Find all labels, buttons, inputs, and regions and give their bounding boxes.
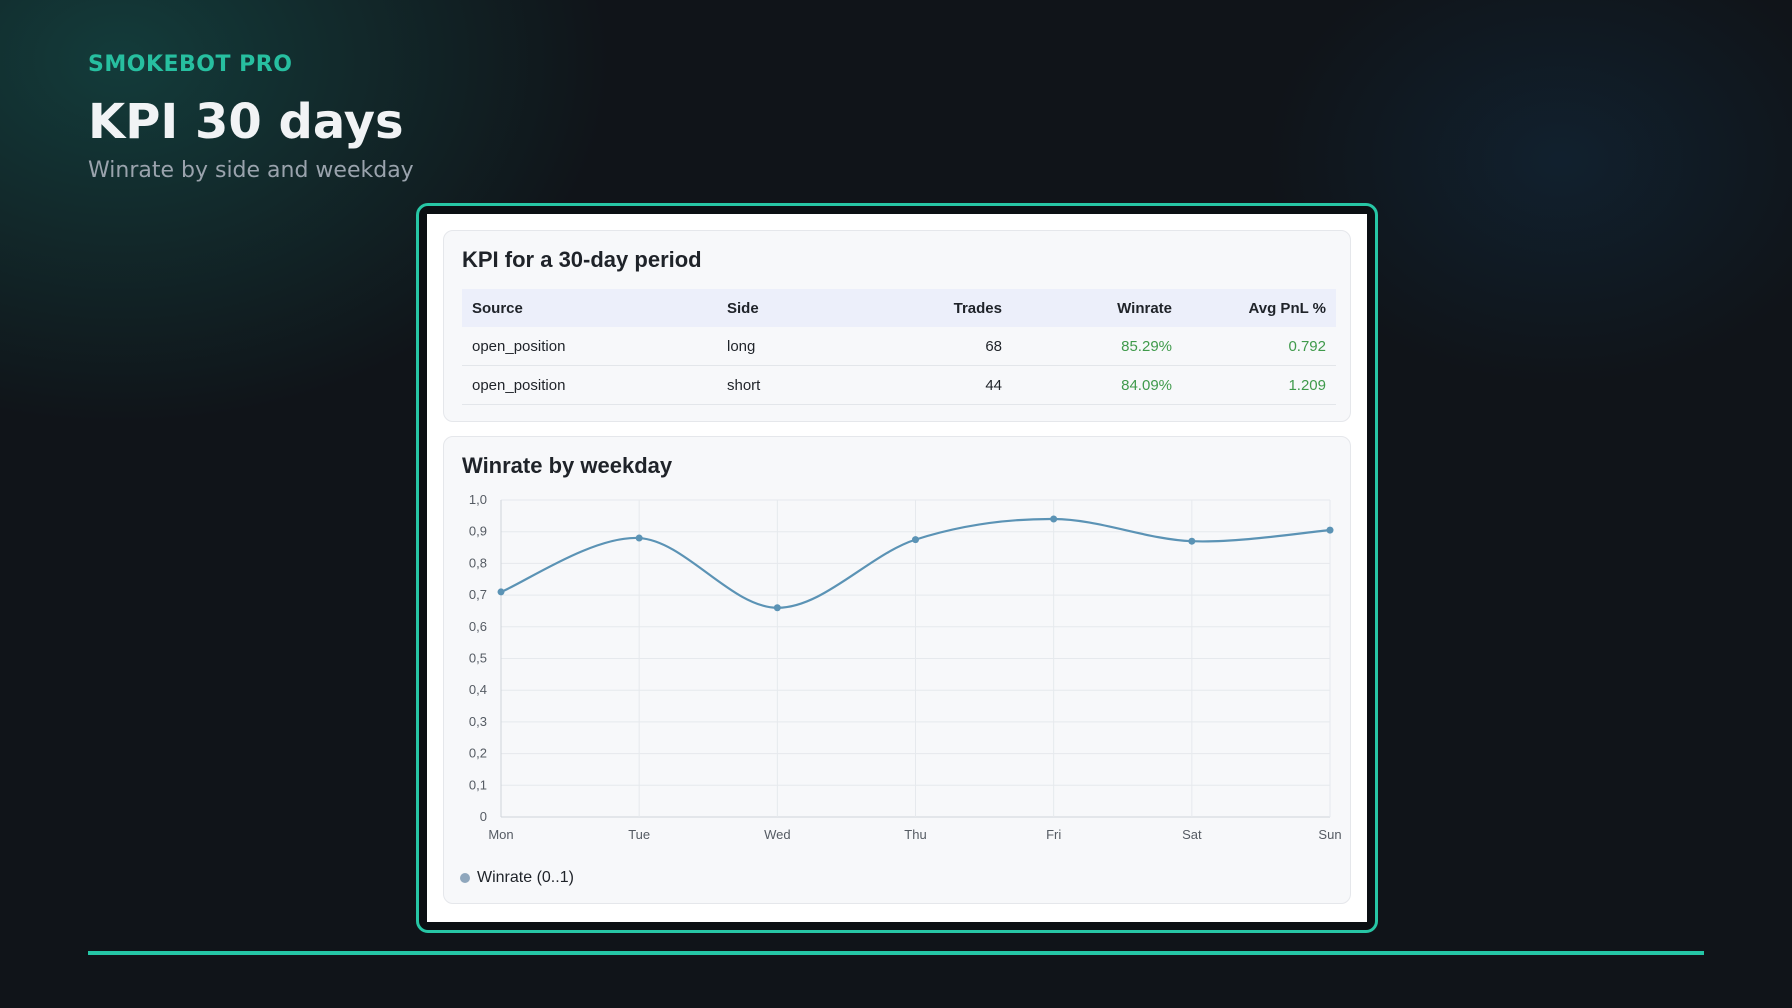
col-avg-pnl: Avg PnL %	[1182, 289, 1336, 327]
cell-side: long	[717, 327, 857, 366]
page-title: KPI 30 days	[88, 94, 404, 150]
y-tick-label: 0,4	[469, 682, 487, 697]
chart-legend[interactable]: Winrate (0..1)	[460, 869, 574, 887]
data-point	[635, 534, 643, 542]
kpi-table-header: Source Side Trades Winrate Avg PnL %	[462, 289, 1336, 327]
legend-dot-icon	[460, 873, 470, 883]
cell-winrate: 85.29%	[1012, 327, 1182, 366]
y-tick-label: 0	[480, 809, 487, 824]
y-tick-label: 1,0	[469, 492, 487, 507]
data-point	[1050, 515, 1058, 523]
col-trades: Trades	[857, 289, 1012, 327]
screenshot-screen: KPI for a 30-day period Source Side Trad…	[427, 214, 1367, 922]
kpi-card-title: KPI for a 30-day period	[462, 247, 702, 272]
col-source: Source	[462, 289, 717, 327]
chart-card: Winrate by weekday 0 0,1 0,2 0,3 0,4 0,5 0,6 0,…	[443, 436, 1351, 904]
y-tick-label: 0,1	[469, 777, 487, 792]
y-tick-label: 0,3	[469, 714, 487, 729]
cell-avg-pnl: 0.792	[1182, 327, 1336, 366]
x-tick-label: Sun	[1318, 827, 1341, 842]
chart-card-title: Winrate by weekday	[462, 453, 673, 478]
y-tick-label: 0,9	[469, 524, 487, 539]
table-row: open_position long 68 85.29% 0.792	[462, 327, 1336, 366]
cell-source: open_position	[462, 327, 717, 366]
brand-label: SMOKEBOT PRO	[88, 52, 293, 77]
y-tick-label: 0,6	[469, 619, 487, 634]
data-point	[497, 588, 505, 596]
cell-trades: 44	[857, 365, 1012, 405]
y-tick-label: 0,7	[469, 587, 487, 602]
x-tick-label: Fri	[1046, 827, 1061, 842]
page-subtitle: Winrate by side and weekday	[88, 158, 414, 183]
bottom-accent-line	[88, 951, 1704, 955]
cell-side: short	[717, 365, 857, 405]
cell-source: open_position	[462, 365, 717, 405]
cell-avg-pnl: 1.209	[1182, 365, 1336, 405]
legend-label: Winrate (0..1)	[477, 869, 574, 886]
col-side: Side	[717, 289, 857, 327]
x-tick-label: Sat	[1182, 827, 1202, 842]
cell-trades: 68	[857, 327, 1012, 366]
y-tick-label: 0,5	[469, 651, 487, 666]
data-point	[912, 536, 919, 544]
x-tick-label: Thu	[904, 827, 926, 842]
col-winrate: Winrate	[1012, 289, 1182, 327]
kpi-card: KPI for a 30-day period Source Side Trad…	[443, 230, 1351, 422]
kpi-table: Source Side Trades Winrate Avg PnL % ope…	[462, 289, 1336, 405]
x-tick-label: Tue	[628, 827, 650, 842]
cell-winrate: 84.09%	[1012, 365, 1182, 405]
screenshot-frame: KPI for a 30-day period Source Side Trad…	[416, 203, 1378, 933]
y-tick-label: 0,8	[469, 555, 487, 570]
x-tick-label: Mon	[488, 827, 513, 842]
data-point	[1326, 526, 1334, 534]
winrate-line-chart: 0 0,1 0,2 0,3 0,4 0,5 0,6 0,7 0,8 0,9 1,0 Mon Tue Wed…	[469, 492, 1342, 842]
data-point	[1188, 537, 1196, 545]
table-row: open_position short 44 84.09% 1.209	[462, 365, 1336, 405]
data-point	[773, 604, 781, 612]
x-tick-label: Wed	[764, 827, 791, 842]
y-tick-label: 0,2	[469, 746, 487, 761]
